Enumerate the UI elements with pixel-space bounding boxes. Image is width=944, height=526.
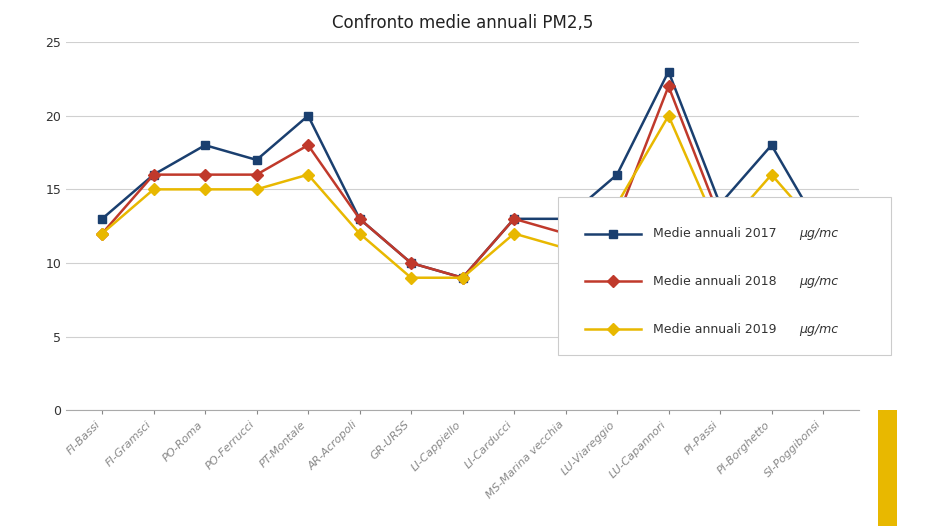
Medie annuali 2018 [818,230,829,237]
Medie annuali 2019 [199,186,211,193]
Text: Medie annuali 2019: Medie annuali 2019 [653,323,776,336]
Medie annuali 2017 [612,171,623,178]
Medie annuali 2017 [251,157,262,163]
Line: Medie annuali 2018: Medie annuali 2018 [98,82,827,282]
Medie annuali 2019 [96,230,108,237]
Text: μg/mc: μg/mc [800,323,838,336]
Medie annuali 2017 [818,230,829,237]
Medie annuali 2017 [199,142,211,148]
Medie annuali 2019 [405,275,416,281]
Medie annuali 2019 [663,113,674,119]
Line: Medie annuali 2017: Medie annuali 2017 [98,67,827,282]
Medie annuali 2017 [457,275,468,281]
Medie annuali 2019 [354,230,365,237]
FancyBboxPatch shape [558,197,891,355]
Medie annuali 2018 [251,171,262,178]
Medie annuali 2019 [148,186,160,193]
Medie annuali 2017 [148,171,160,178]
Text: Medie annuali 2017: Medie annuali 2017 [653,227,777,240]
Medie annuali 2017 [509,216,520,222]
Medie annuali 2018 [509,216,520,222]
Medie annuali 2017 [96,216,108,222]
Medie annuali 2019 [457,275,468,281]
Medie annuali 2018 [560,230,571,237]
Text: Medie annuali 2018: Medie annuali 2018 [653,275,777,288]
Text: μg/mc: μg/mc [800,275,838,288]
Medie annuali 2017 [663,68,674,75]
Title: Confronto medie annuali PM2,5: Confronto medie annuali PM2,5 [332,14,593,32]
Medie annuali 2017 [354,216,365,222]
Medie annuali 2019 [251,186,262,193]
Medie annuali 2018 [766,216,777,222]
Text: μg/mc: μg/mc [800,323,838,336]
Medie annuali 2018 [457,275,468,281]
Medie annuali 2017 [405,260,416,266]
Text: Medie annuali 2017: Medie annuali 2017 [653,227,777,240]
Medie annuali 2018 [612,216,623,222]
Text: μg/mc: μg/mc [800,227,838,240]
Medie annuali 2017 [715,201,726,207]
Text: Medie annuali 2019: Medie annuali 2019 [653,323,776,336]
Text: Medie annuali 2018: Medie annuali 2018 [653,275,777,288]
Medie annuali 2018 [199,171,211,178]
Medie annuali 2019 [612,201,623,207]
Medie annuali 2018 [96,230,108,237]
Text: μg/mc: μg/mc [800,227,838,240]
Medie annuali 2018 [663,83,674,89]
Medie annuali 2019 [715,230,726,237]
Medie annuali 2018 [405,260,416,266]
Medie annuali 2019 [560,245,571,251]
Medie annuali 2018 [354,216,365,222]
Medie annuali 2018 [148,171,160,178]
Medie annuali 2019 [766,171,777,178]
Medie annuali 2017 [560,216,571,222]
Medie annuali 2019 [302,171,313,178]
Medie annuali 2017 [302,113,313,119]
Medie annuali 2018 [302,142,313,148]
Line: Medie annuali 2019: Medie annuali 2019 [98,112,827,282]
Medie annuali 2017 [766,142,777,148]
Medie annuali 2019 [818,230,829,237]
Text: μg/mc: μg/mc [800,275,838,288]
Medie annuali 2019 [509,230,520,237]
Medie annuali 2018 [715,216,726,222]
